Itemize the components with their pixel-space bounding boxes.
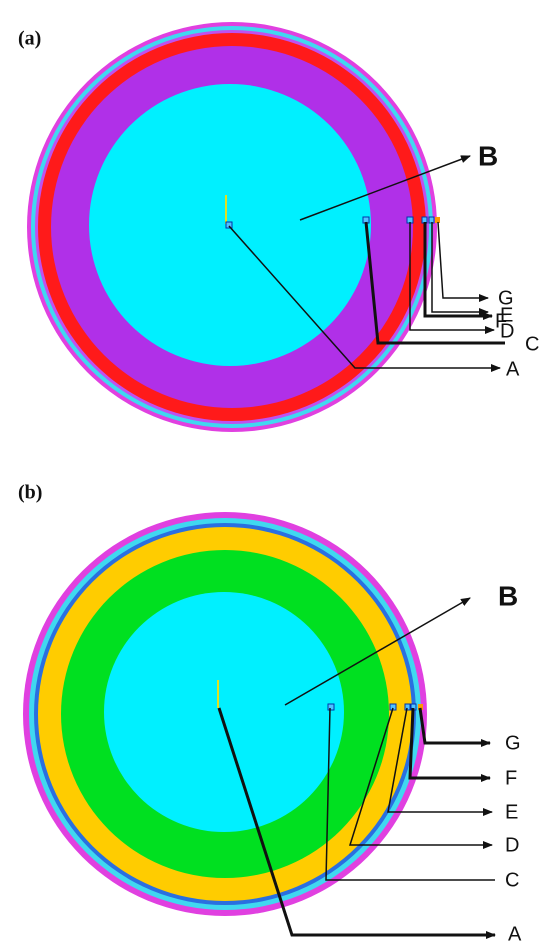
point-label: F (505, 767, 517, 789)
point-label: B (478, 140, 498, 171)
point-label: A (508, 923, 522, 943)
point-label: G (498, 287, 514, 309)
panel-a: (a) B A C D E F G (18, 22, 539, 432)
point-label: G (505, 732, 521, 754)
point-label: A (506, 358, 520, 380)
figure: (a) B A C D E F G (b) (0, 0, 546, 943)
point-label: E (505, 801, 518, 823)
panel-b: (b) B A C D E F G (18, 482, 522, 943)
leader (438, 222, 488, 298)
point-label: F (495, 310, 507, 332)
point-label: C (505, 869, 519, 891)
point-label: C (525, 333, 539, 355)
core (104, 592, 344, 832)
point-label: B (498, 580, 518, 611)
panel-label: (a) (18, 28, 41, 50)
point-label: D (505, 834, 519, 856)
leader (420, 708, 490, 743)
panel-label: (b) (18, 482, 42, 504)
point (328, 704, 334, 710)
